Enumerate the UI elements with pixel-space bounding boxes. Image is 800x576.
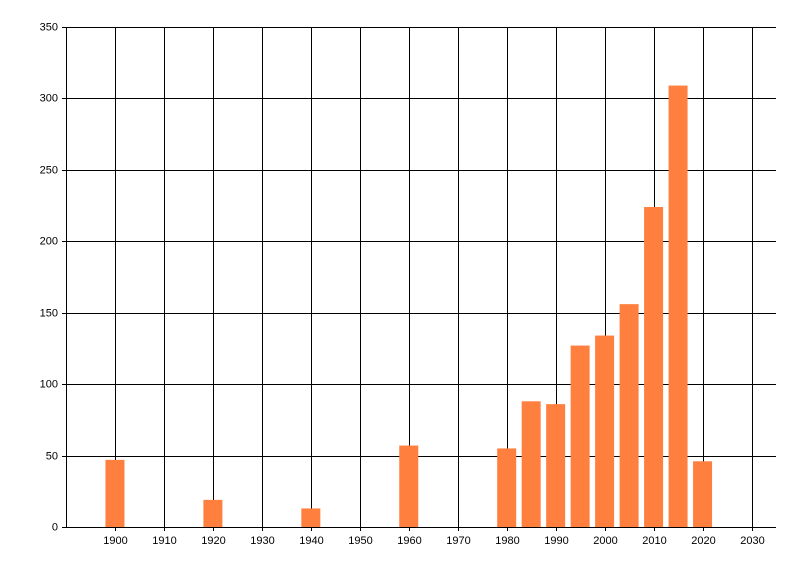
bar — [105, 459, 125, 527]
y-tick-label: 150 — [40, 307, 58, 319]
x-tick-label: 1910 — [152, 535, 176, 547]
bar — [693, 461, 713, 527]
bar — [668, 85, 688, 528]
x-tick-label: 1950 — [348, 535, 372, 547]
bar — [301, 508, 321, 527]
bar — [619, 304, 639, 527]
x-tick-label: 1940 — [299, 535, 323, 547]
y-tick-label: 100 — [40, 378, 58, 390]
x-tick-label: 2020 — [691, 535, 715, 547]
bar — [203, 499, 223, 527]
x-tick-label: 1900 — [103, 535, 127, 547]
x-tick-label: 1980 — [495, 535, 519, 547]
x-tick-label: 2030 — [740, 535, 764, 547]
bar — [521, 401, 541, 527]
x-tick-label: 1970 — [446, 535, 470, 547]
bar — [546, 404, 566, 527]
bar — [497, 448, 517, 527]
bar — [399, 445, 419, 527]
bar — [570, 345, 590, 527]
x-tick-label: 1990 — [544, 535, 568, 547]
y-tick-label: 0 — [52, 521, 58, 533]
x-tick-label: 1930 — [250, 535, 274, 547]
x-tick-label: 2000 — [593, 535, 617, 547]
y-tick-label: 300 — [40, 92, 58, 104]
bar — [644, 207, 664, 527]
x-tick-label: 1920 — [201, 535, 225, 547]
y-tick-label: 250 — [40, 164, 58, 176]
x-tick-label: 1960 — [397, 535, 421, 547]
y-tick-label: 50 — [46, 450, 58, 462]
x-tick-label: 2010 — [642, 535, 666, 547]
bar — [595, 335, 615, 527]
y-tick-label: 200 — [40, 235, 58, 247]
y-tick-label: 350 — [40, 21, 58, 33]
